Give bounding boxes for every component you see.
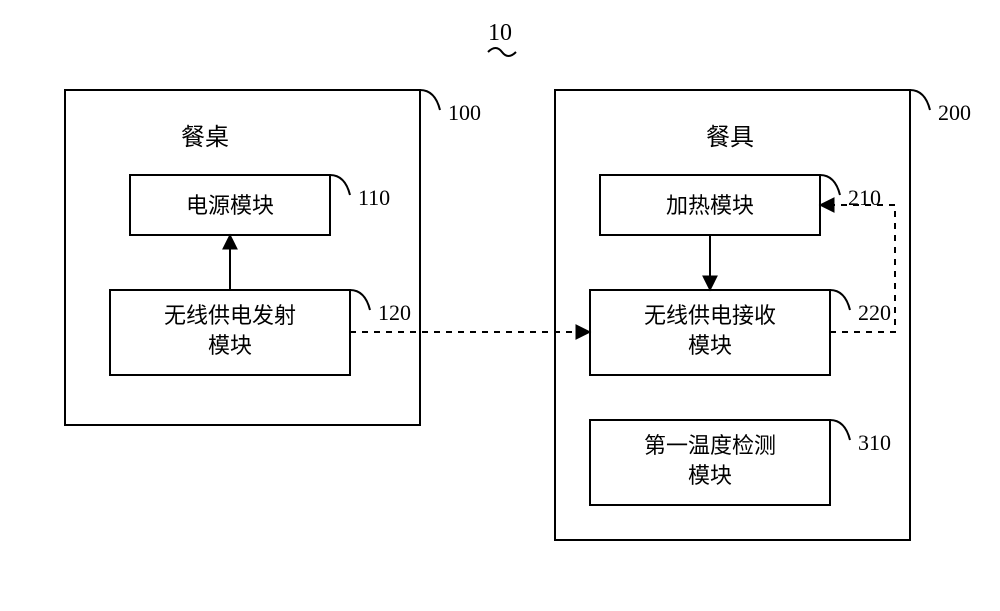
container-table-title: 餐桌 [181,124,229,151]
ref-210: 210 [848,185,881,210]
ref-200: 200 [938,100,971,125]
leader-310 [830,420,850,440]
box-temp-detect-label1: 第一温度检测 [644,433,776,458]
figure-ref: 10 [488,20,512,46]
box-power-module-label: 电源模块 [186,193,274,218]
box-wireless-rx-label2: 模块 [688,333,732,358]
leader-120 [350,290,370,310]
ref-100: 100 [448,100,481,125]
ref-110: 110 [358,185,390,210]
system-diagram: 10 100 餐桌 电源模块 110 无线供电发射 模块 120 200 餐具 … [0,0,1000,611]
box-wireless-rx-label1: 无线供电接收 [644,303,776,328]
leader-200 [910,90,930,110]
ref-220: 220 [858,300,891,325]
box-temp-detect-label2: 模块 [688,463,732,488]
leader-220 [830,290,850,310]
box-wireless-tx-label2: 模块 [208,333,252,358]
leader-210 [820,175,840,195]
container-tableware-title: 餐具 [706,124,754,151]
figure-ref-underline [488,48,516,56]
box-heating-module-label: 加热模块 [666,193,754,218]
leader-110 [330,175,350,195]
box-wireless-tx-label1: 无线供电发射 [164,303,296,328]
leader-100 [420,90,440,110]
ref-120: 120 [378,300,411,325]
ref-310: 310 [858,430,891,455]
